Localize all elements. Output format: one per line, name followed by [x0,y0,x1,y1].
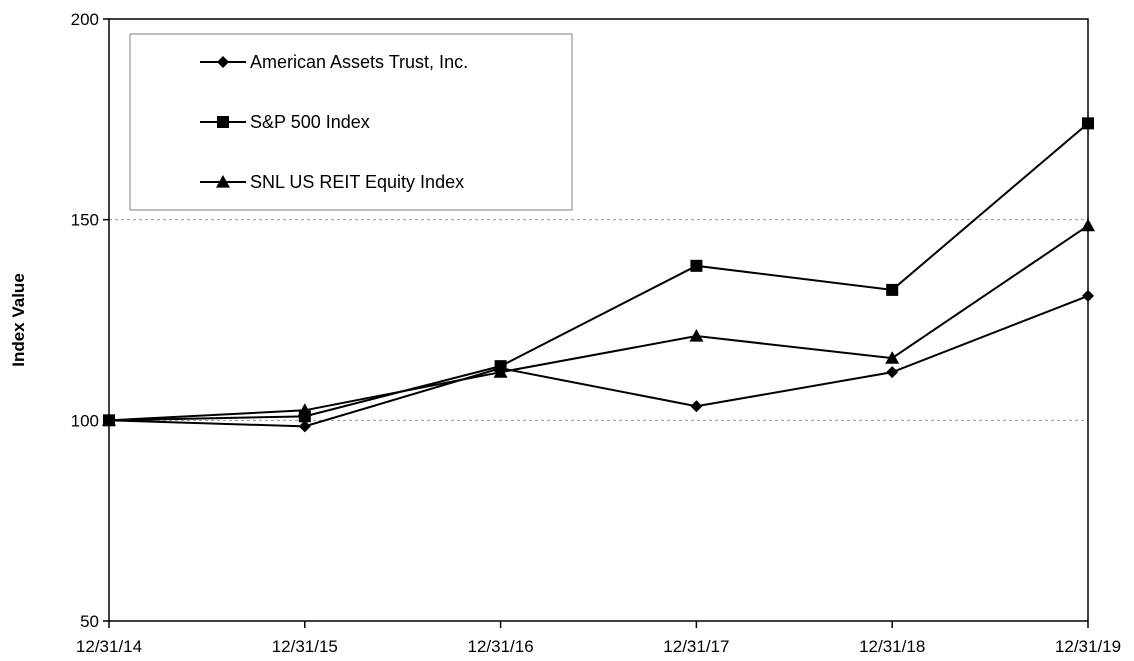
legend-label: SNL US REIT Equity Index [250,172,464,192]
data-point [493,365,508,378]
x-tick-label: 12/31/16 [468,637,534,656]
x-tick-label: 12/31/15 [272,637,338,656]
series-1 [103,289,1094,433]
series-3 [102,218,1095,426]
x-tick-label: 12/31/17 [663,637,729,656]
legend-label: American Assets Trust, Inc. [250,52,468,72]
x-tick-label: 12/31/19 [1055,637,1121,656]
y-tick-label: 150 [71,211,99,230]
data-point [690,400,703,413]
legend-item: American Assets Trust, Inc. [200,52,468,72]
series-line [108,224,1089,422]
legend-item: SNL US REIT Equity Index [200,172,464,192]
x-tick-label: 12/31/18 [859,637,925,656]
data-point [689,329,704,342]
y-axis-title: Index Value [9,273,28,367]
y-tick-label: 100 [71,411,99,430]
data-point [102,413,116,426]
data-point [297,403,312,416]
legend-marker [216,175,230,188]
legend: American Assets Trust, Inc. S&P 500 Index… [129,33,573,211]
axes [103,18,1089,628]
x-tick-label: 12/31/14 [76,637,142,656]
y-tick-label: 50 [80,612,99,631]
data-point [1082,117,1094,130]
data-point [886,366,899,379]
data-point [298,420,311,433]
series-line [108,294,1089,428]
legend-label: S&P 500 Index [250,112,370,132]
data-point [1082,289,1094,302]
legend-marker [217,56,229,68]
data-point [885,351,900,364]
data-point [690,259,703,272]
series-line [108,122,1089,422]
plot-frame [108,18,1089,622]
series-group [102,117,1095,433]
data-point [886,283,899,296]
legend-marker [217,116,229,128]
y-tick-label: 200 [71,10,99,29]
legend-item: S&P 500 Index [200,112,370,132]
gridlines [109,219,1088,421]
tick-labels: 50 100 150 200 12/31/14 12/31/15 12/31/16 12/31… [71,10,1121,656]
data-point [1081,218,1095,232]
